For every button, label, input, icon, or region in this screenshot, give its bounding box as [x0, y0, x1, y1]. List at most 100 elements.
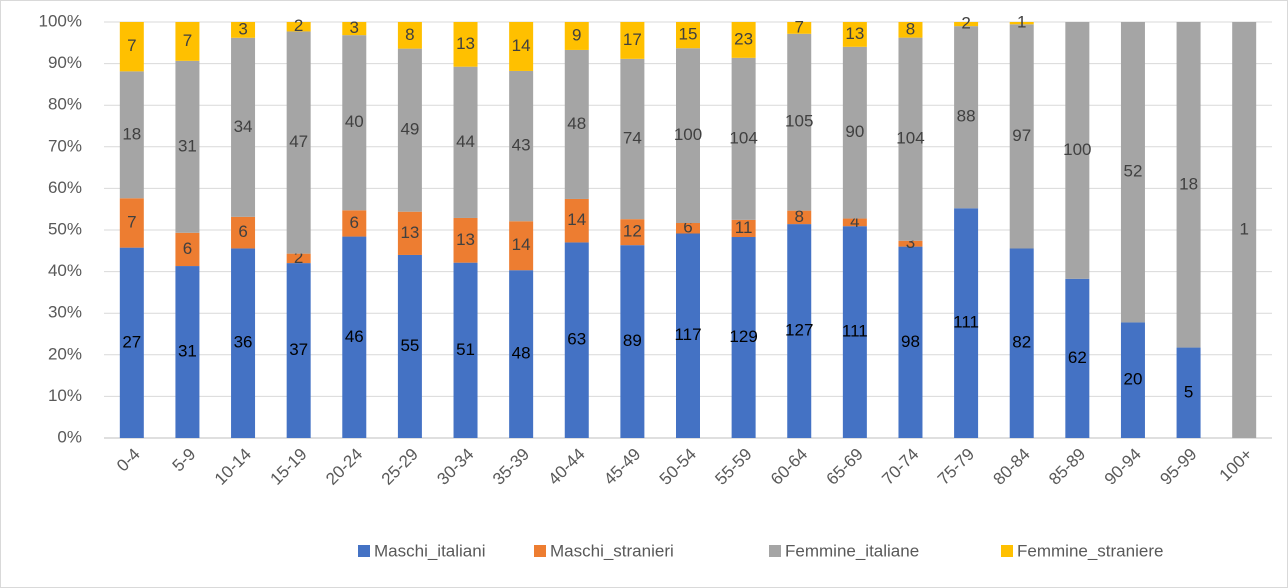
- legend-label: Maschi_stranieri: [550, 541, 674, 560]
- bar-segment: [1065, 22, 1090, 279]
- bar-segment: [1009, 22, 1034, 25]
- bar-segment: [1009, 24, 1034, 249]
- legend-swatch: [534, 545, 546, 557]
- bar-segment: [231, 37, 256, 217]
- bar-segment: [787, 33, 812, 211]
- data-label: 1: [1017, 13, 1026, 32]
- bar-segment: [509, 270, 534, 438]
- data-label: 74: [623, 128, 642, 147]
- bar-segment: [1232, 22, 1257, 438]
- data-label: 7: [795, 17, 804, 36]
- bar-segment: [898, 246, 923, 438]
- data-label: 6: [238, 222, 247, 241]
- data-label: 2: [294, 16, 303, 35]
- bar-segment: [397, 211, 422, 255]
- data-label: 23: [734, 29, 753, 48]
- bar-segment: [1120, 22, 1145, 323]
- bar-segment: [676, 223, 700, 234]
- data-label: 129: [729, 327, 757, 346]
- data-label: 111: [953, 313, 979, 332]
- bar-segment: [676, 22, 700, 49]
- y-tick-label: 50%: [48, 219, 82, 238]
- y-tick-label: 20%: [48, 344, 82, 363]
- bar-segment: [842, 226, 867, 438]
- bar-segment: [787, 224, 812, 438]
- bar-segment: [509, 22, 534, 71]
- bar-segment: [1176, 22, 1201, 348]
- data-label: 48: [567, 114, 586, 133]
- bar-segment: [342, 22, 367, 36]
- data-label: 36: [234, 333, 253, 352]
- bar-segment: [231, 22, 256, 38]
- data-label: 82: [1012, 333, 1031, 352]
- data-label: 55: [400, 336, 419, 355]
- data-label: 51: [456, 340, 475, 359]
- bar-segment: [620, 22, 645, 59]
- bar-segment: [286, 22, 311, 32]
- bar-segment: [898, 240, 923, 247]
- data-label: 46: [345, 327, 364, 346]
- bar-segment: [453, 22, 478, 67]
- bar-segment: [898, 37, 923, 241]
- bar-segment: [119, 71, 144, 199]
- data-label: 8: [906, 19, 915, 38]
- data-label: 13: [845, 24, 864, 43]
- bar-segment: [397, 254, 422, 438]
- y-tick-label: 70%: [48, 136, 82, 155]
- data-label: 6: [683, 218, 692, 237]
- bar-segment: [342, 35, 367, 211]
- data-label: 105: [785, 112, 813, 131]
- bar-segment: [509, 70, 534, 222]
- data-label: 13: [400, 223, 419, 242]
- bar-segment: [1176, 347, 1201, 438]
- bar-segment: [1120, 322, 1145, 438]
- bar-segment: [898, 22, 923, 38]
- bar-segment: [231, 216, 256, 249]
- bar-segment: [231, 248, 256, 438]
- bar-segment: [1065, 278, 1090, 438]
- data-label: 5: [1184, 382, 1193, 401]
- bar-segment: [731, 22, 756, 58]
- data-label: 98: [901, 332, 920, 351]
- bar-segment: [787, 22, 812, 34]
- data-label: 49: [400, 120, 419, 139]
- data-label: 7: [127, 212, 136, 231]
- bar-segment: [842, 218, 867, 227]
- bar-segment: [286, 31, 311, 254]
- bar-segment: [620, 219, 645, 246]
- bar-segment: [119, 22, 144, 72]
- bar-segment: [676, 48, 700, 224]
- data-label: 15: [679, 25, 698, 44]
- bar-segment: [175, 232, 200, 267]
- data-label: 13: [456, 34, 475, 53]
- data-label: 34: [234, 117, 253, 136]
- bar-segment: [842, 22, 867, 47]
- data-label: 20: [1123, 370, 1142, 389]
- data-label: 127: [785, 321, 813, 340]
- data-label: 8: [795, 207, 804, 226]
- data-label: 48: [512, 344, 531, 363]
- bar-segment: [397, 22, 422, 49]
- bar-segment: [453, 66, 478, 218]
- data-label: 88: [957, 107, 976, 126]
- legend-swatch: [769, 545, 781, 557]
- bar-segment: [842, 46, 867, 219]
- data-label: 3: [238, 19, 247, 38]
- data-label: 37: [289, 340, 308, 359]
- data-label: 104: [896, 129, 924, 148]
- bar-segment: [564, 242, 589, 438]
- bar-segment: [954, 208, 979, 438]
- legend-label: Maschi_italiani: [374, 541, 486, 560]
- data-label: 14: [512, 36, 531, 55]
- y-tick-label: 30%: [48, 303, 82, 322]
- data-label: 100: [674, 125, 702, 144]
- bar-segment: [119, 247, 144, 438]
- data-label: 40: [345, 112, 364, 131]
- bar-segment: [620, 245, 645, 438]
- data-label: 52: [1123, 162, 1142, 181]
- data-label: 3: [350, 18, 359, 37]
- data-label: 11: [735, 218, 753, 237]
- data-label: 9: [572, 25, 581, 44]
- data-label: 18: [1179, 174, 1198, 193]
